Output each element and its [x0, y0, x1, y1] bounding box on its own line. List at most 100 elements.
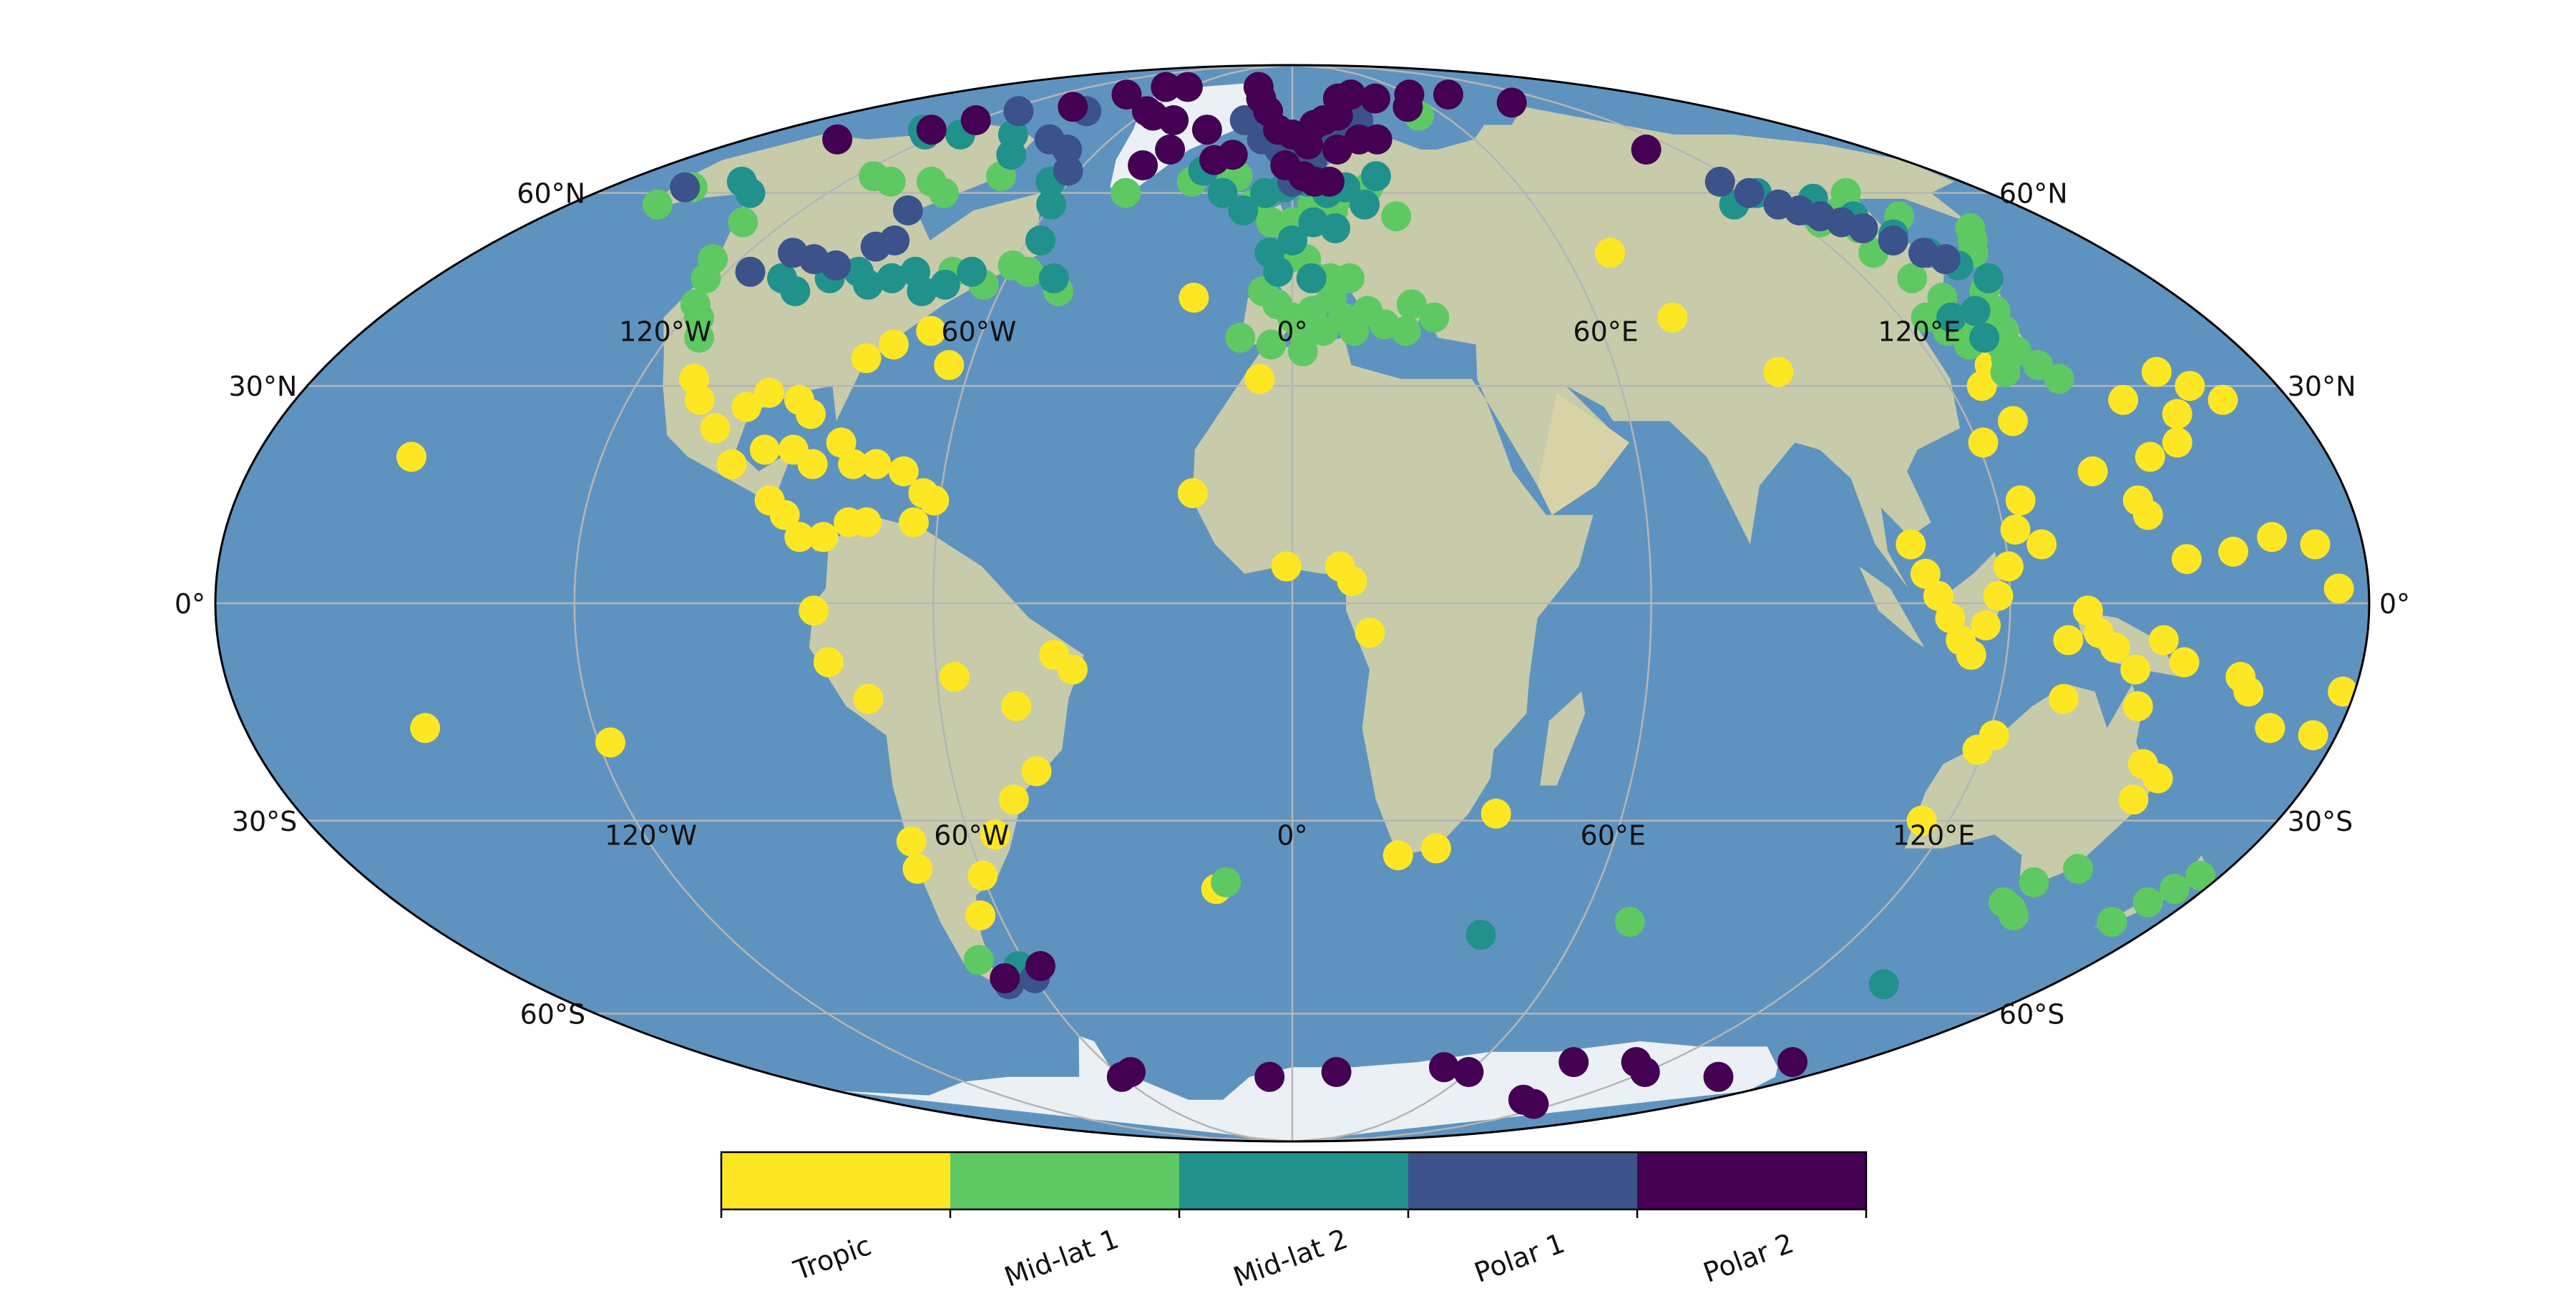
- data-point: [2141, 356, 2172, 387]
- data-point: [595, 727, 625, 758]
- data-point: [2175, 371, 2205, 401]
- data-point: [2077, 456, 2108, 487]
- data-point: [1956, 640, 1986, 671]
- data-point: [1480, 799, 1511, 829]
- data-point: [1052, 135, 1083, 165]
- data-point: [930, 269, 960, 300]
- data-point: [877, 263, 907, 293]
- lon-label: 120°W: [619, 316, 711, 348]
- data-point: [1969, 322, 2000, 353]
- data-point: [1910, 558, 1941, 589]
- lon-label: 60°W: [934, 820, 1009, 852]
- data-point: [2001, 336, 2032, 366]
- colorbar-label: Mid-lat 1: [1000, 1223, 1123, 1288]
- land-madagascar: [1540, 691, 1586, 786]
- data-point: [1191, 115, 1222, 145]
- data-point: [2019, 867, 2049, 897]
- data-point: [2048, 683, 2079, 714]
- gridline-lon: [1292, 65, 1652, 1141]
- land-australia: [1905, 684, 2154, 882]
- data-point: [1496, 87, 1527, 118]
- data-point: [1053, 155, 1083, 186]
- data-point: [2169, 647, 2200, 678]
- data-point: [1036, 189, 1067, 220]
- data-point: [2135, 442, 2165, 472]
- data-point: [860, 231, 891, 262]
- data-point: [1998, 406, 2028, 437]
- lon-label: 120°E: [1893, 820, 1976, 852]
- data-point: [1111, 79, 1142, 110]
- colorbar-label: Polar 2: [1699, 1227, 1798, 1288]
- data-point: [899, 507, 929, 537]
- data-point: [1396, 289, 1427, 320]
- data-point: [2171, 544, 2202, 575]
- data-point: [1878, 225, 1908, 255]
- colorbar-frame: [720, 1151, 1868, 1211]
- data-point: [934, 350, 965, 381]
- data-point: [1955, 213, 1986, 243]
- data-point: [990, 963, 1020, 993]
- data-point: [1320, 213, 1350, 243]
- data-point: [1337, 566, 1367, 597]
- data-point: [1911, 302, 1941, 333]
- data-point: [799, 595, 829, 626]
- data-point: [698, 244, 728, 275]
- data-point: [1558, 1047, 1589, 1078]
- lat-label-right: 30°S: [2288, 806, 2353, 837]
- data-point: [1025, 951, 1055, 981]
- data-point: [1518, 1088, 1549, 1119]
- data-point: [929, 177, 959, 208]
- lat-label-right: 0°: [2379, 588, 2410, 620]
- lon-label: 0°: [1277, 820, 1307, 852]
- data-point: [1433, 79, 1463, 110]
- data-point: [2063, 854, 2094, 885]
- data-point: [2328, 676, 2358, 707]
- data-point: [916, 115, 947, 145]
- land-arabia-gap: [1537, 386, 1629, 515]
- data-point: [822, 124, 853, 155]
- data-point: [670, 172, 701, 203]
- data-point: [642, 189, 673, 220]
- data-point: [1983, 580, 2014, 611]
- lon-label: 60°E: [1573, 316, 1638, 348]
- data-point: [851, 343, 882, 374]
- data-point: [1158, 105, 1189, 135]
- data-point: [1999, 900, 2029, 931]
- data-point: [821, 250, 852, 281]
- data-point: [902, 854, 933, 885]
- data-point: [2162, 427, 2192, 458]
- data-point: [784, 522, 815, 552]
- data-point: [859, 161, 889, 192]
- data-point: [2118, 784, 2149, 815]
- data-point: [1058, 92, 1088, 122]
- data-point: [795, 399, 826, 429]
- data-point: [1631, 135, 1662, 165]
- data-point: [1058, 654, 1088, 685]
- colorbar-legend: Tropic Mid-lat 1 Mid-lat 2 Polar 1 Polar 2: [720, 1151, 1868, 1291]
- data-point: [2108, 384, 2139, 415]
- data-point: [1001, 691, 1032, 721]
- data-point: [1296, 263, 1327, 293]
- data-point: [2097, 907, 2127, 937]
- data-point: [1155, 135, 1186, 165]
- data-point: [1211, 867, 1241, 897]
- data-point: [2298, 720, 2328, 751]
- data-point: [1973, 263, 2004, 293]
- data-point: [1360, 83, 1390, 114]
- data-point: [1419, 302, 1450, 333]
- lon-label: 0°: [1277, 316, 1307, 348]
- data-point: [716, 449, 747, 479]
- data-point: [1979, 720, 2009, 751]
- data-point: [1355, 618, 1385, 648]
- data-point: [1629, 1057, 1660, 1087]
- colorbar-swatch: [1637, 1152, 1866, 1209]
- data-point: [1994, 551, 2024, 582]
- lat-label-right: 60°N: [1999, 178, 2068, 210]
- data-point: [1971, 610, 2001, 640]
- data-point: [1321, 1057, 1352, 1087]
- data-point: [1429, 1052, 1459, 1083]
- data-point: [2142, 763, 2173, 794]
- data-point: [731, 391, 762, 422]
- data-point: [2207, 384, 2238, 415]
